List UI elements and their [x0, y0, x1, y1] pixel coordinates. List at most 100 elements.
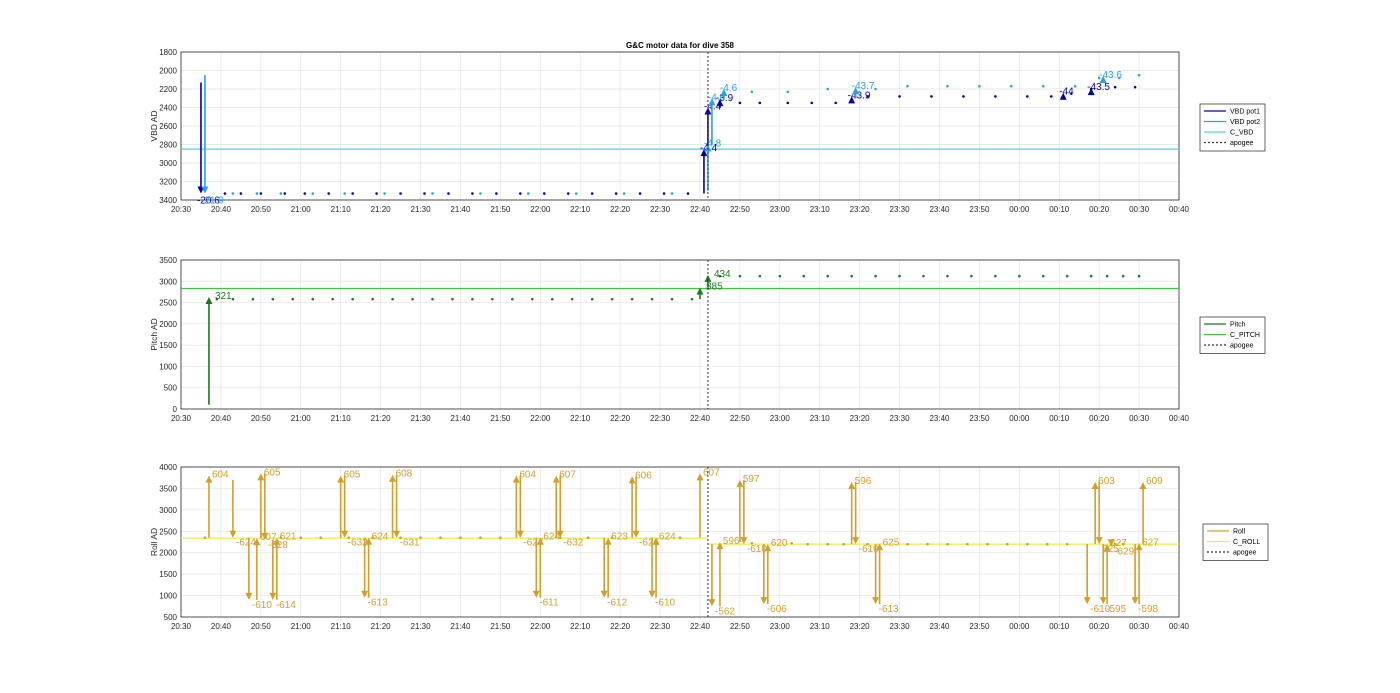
x-tick-label: 21:10	[331, 622, 352, 631]
legend-label: apogee	[1230, 343, 1253, 350]
data-point	[622, 192, 626, 195]
arrow-head	[536, 537, 544, 545]
arrow-head	[872, 597, 880, 605]
move-label: 623	[611, 532, 628, 543]
x-tick-label: 21:30	[411, 414, 432, 423]
move-label: -613	[368, 598, 388, 609]
data-point	[966, 542, 969, 546]
y-tick-label: 0	[173, 405, 178, 414]
data-point	[331, 297, 334, 301]
data-point	[1041, 274, 1045, 278]
data-point	[826, 542, 830, 546]
move-label: 624	[372, 532, 389, 543]
data-point	[279, 192, 283, 195]
data-point	[1065, 274, 1069, 278]
move-label: -4.6	[708, 92, 726, 103]
move-label: -613	[879, 604, 899, 615]
move-label: 434	[714, 269, 731, 280]
arrow-head	[1059, 92, 1067, 100]
data-point	[906, 542, 909, 546]
data-point	[411, 297, 414, 301]
y-tick-label: 500	[164, 384, 178, 393]
x-tick-label: 22:40	[690, 205, 711, 214]
data-point	[271, 297, 275, 301]
move-label: -610	[859, 544, 879, 555]
data-point	[479, 536, 482, 540]
x-tick-label: 23:30	[890, 414, 911, 423]
arrow-head	[1099, 76, 1107, 84]
legend-label: C_ROLL	[1233, 539, 1260, 546]
data-point	[471, 192, 474, 195]
data-point	[391, 297, 394, 301]
move-label: -614	[276, 600, 296, 611]
data-point	[874, 87, 877, 91]
move-label: -610	[747, 544, 767, 555]
data-point	[1045, 542, 1049, 546]
x-tick-label: 21:50	[490, 622, 511, 631]
data-point	[786, 101, 790, 105]
x-tick-label: 22:50	[730, 205, 751, 214]
data-point	[750, 90, 754, 94]
x-tick-label: 21:40	[450, 205, 471, 214]
data-point	[610, 536, 614, 540]
data-point	[499, 536, 502, 540]
arrow-head	[205, 297, 213, 305]
x-tick-label: 23:20	[850, 414, 871, 423]
move-label: -610	[252, 600, 272, 611]
data-point	[1049, 95, 1053, 98]
y-tick-label: 1000	[159, 362, 177, 371]
x-tick-label: 00:20	[1089, 622, 1110, 631]
legend-box	[1202, 523, 1269, 561]
x-tick-label: 21:00	[291, 414, 312, 423]
move-label: -44	[1059, 87, 1074, 98]
data-point	[351, 192, 354, 195]
x-tick-label: 21:10	[331, 205, 352, 214]
y-tick-label: 2000	[159, 549, 177, 558]
arrow-head	[852, 537, 860, 545]
arrow-head	[245, 592, 253, 600]
data-point	[311, 192, 315, 195]
x-tick-label: 22:30	[650, 622, 671, 631]
move-label: 607	[559, 470, 576, 481]
y-tick-label: 3400	[159, 196, 177, 205]
x-tick-label: 23:10	[810, 622, 831, 631]
y-tick-label: 3000	[159, 506, 177, 515]
data-point	[399, 192, 402, 195]
data-point	[251, 297, 255, 301]
x-tick-label: 23:00	[770, 622, 791, 631]
move-label: 605	[264, 467, 281, 478]
y-tick-label: 2600	[159, 122, 177, 131]
data-point	[259, 192, 263, 195]
data-point	[738, 101, 742, 105]
x-tick-label: 00:10	[1049, 414, 1070, 423]
data-point	[479, 192, 482, 195]
x-tick-label: 21:40	[450, 622, 471, 631]
arrow-head	[361, 590, 369, 598]
data-point	[1097, 76, 1101, 80]
data-point	[311, 297, 315, 301]
x-tick-label: 21:00	[291, 205, 312, 214]
arrow-head	[393, 530, 401, 538]
data-point	[1113, 542, 1117, 546]
y-tick-label: 2000	[159, 320, 177, 329]
data-point	[231, 192, 235, 195]
data-point	[447, 192, 450, 195]
data-point	[590, 192, 594, 195]
arrow-head	[848, 482, 856, 489]
arrow-head	[696, 287, 704, 295]
data-point	[994, 274, 997, 278]
move-label: -3.9	[716, 93, 734, 104]
move-label: -4.4	[704, 102, 722, 113]
data-point	[283, 192, 287, 195]
legend-label: apogee	[1233, 550, 1256, 557]
data-point	[778, 274, 782, 278]
x-tick-label: 23:30	[890, 205, 911, 214]
x-tick-label: 20:50	[251, 205, 272, 214]
data-point	[758, 274, 762, 278]
data-point	[291, 297, 295, 301]
data-point	[898, 274, 901, 278]
data-point	[1133, 85, 1137, 89]
y-tick-label: 1500	[159, 570, 177, 579]
arrow-head	[556, 530, 564, 538]
move-label: -43.7	[852, 81, 875, 92]
